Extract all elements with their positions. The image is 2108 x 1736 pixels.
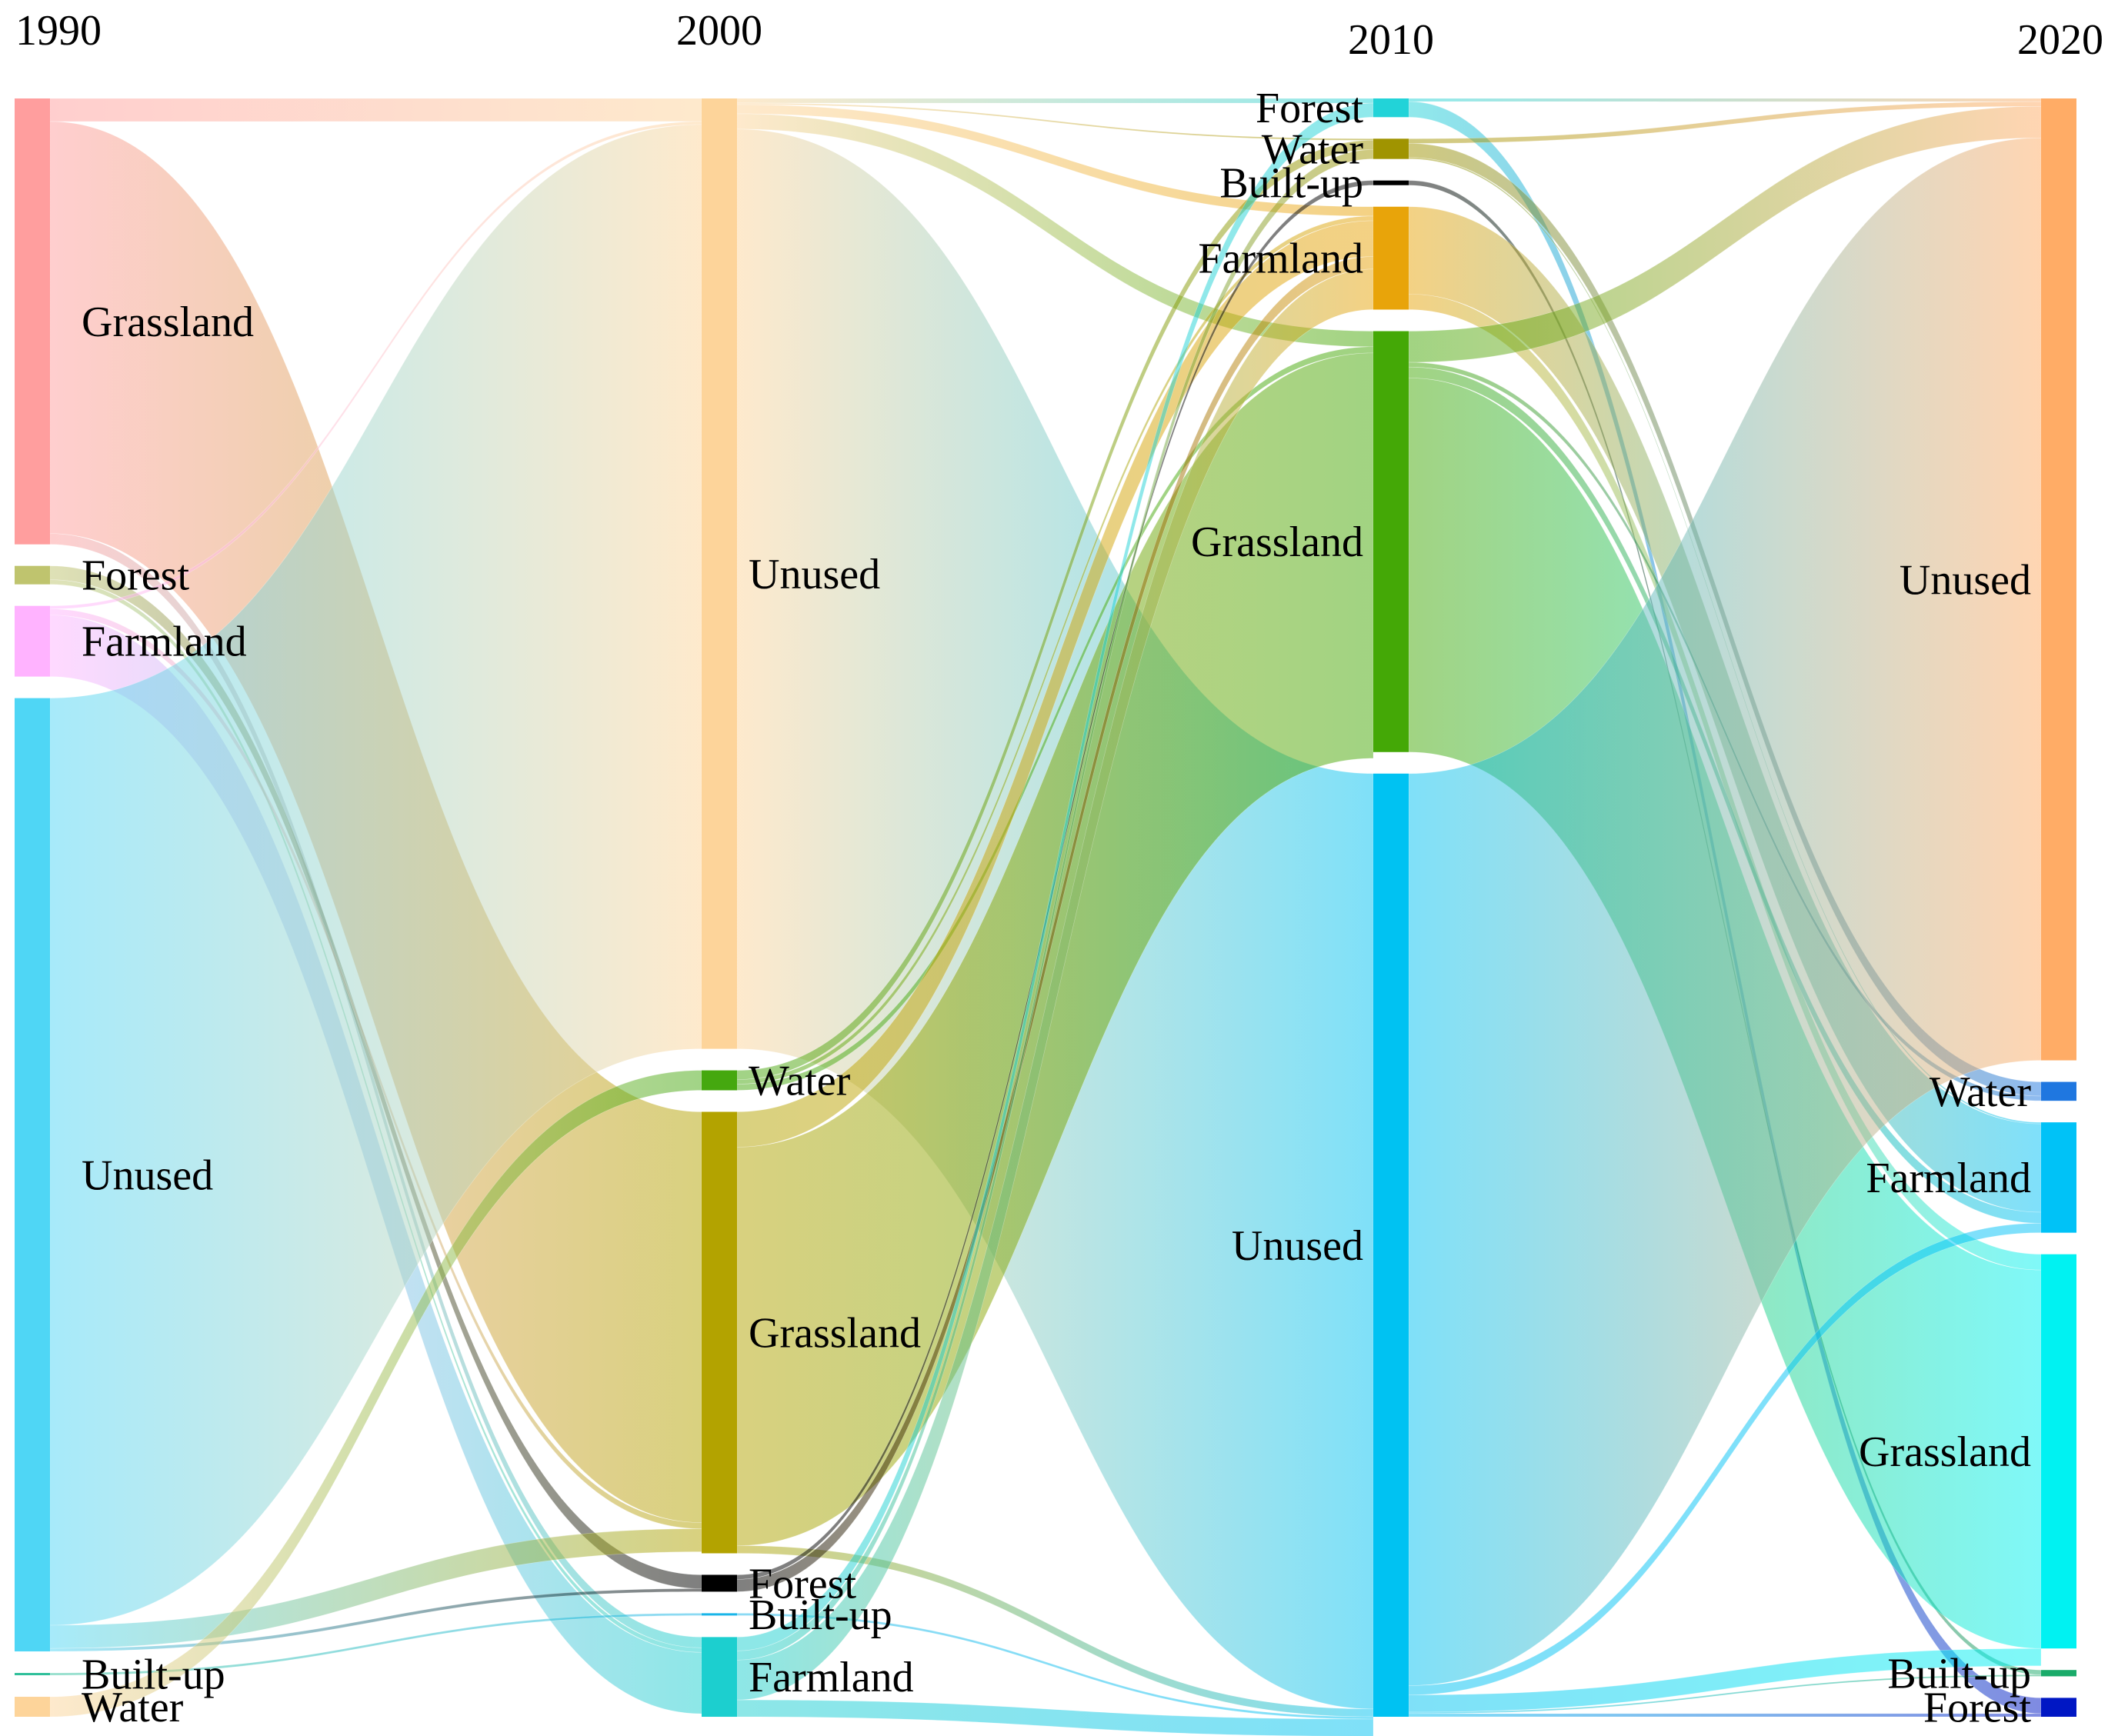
node-label-2000-grassland: Grassland: [749, 1309, 921, 1357]
node-2020-water: [2041, 1081, 2076, 1101]
node-1990-grassland: [15, 98, 50, 545]
node-2000-water: [702, 1070, 737, 1091]
stage-label-1990: 1990: [15, 7, 102, 55]
node-label-2020-grassland: Grassland: [1859, 1428, 2031, 1476]
node-2020-forest: [2041, 1698, 2076, 1717]
node-label-2020-farmland: Farmland: [1866, 1155, 2031, 1202]
node-2010-grassland: [1373, 331, 1409, 752]
node-2010-farmland: [1373, 206, 1409, 310]
node-label-2020-water: Water: [1930, 1068, 2032, 1116]
node-2020-grassland: [2041, 1254, 2076, 1649]
link-1990-unused-to-2000-unused: [49, 124, 702, 1626]
node-2010-unused: [1373, 773, 1409, 1717]
node-label-1990-built-up: Built-up: [82, 1651, 225, 1699]
node-label-2010-forest: Forest: [1256, 85, 1363, 132]
stage-label-2020: 2020: [2017, 16, 2103, 64]
node-label-2020-built-up: Built-up: [1887, 1650, 2031, 1698]
stage-label-2000: 2000: [676, 7, 762, 55]
node-label-2010-grassland: Grassland: [1191, 518, 1363, 566]
node-2010-water: [1373, 138, 1409, 159]
link-2000-farmland-to-2010-unused: [736, 1699, 1374, 1736]
node-2020-unused: [2041, 98, 2076, 1061]
link-2000-farmland-to-2010-forest: [736, 102, 1374, 1651]
node-2010-forest: [1373, 98, 1409, 118]
node-1990-forest: [15, 565, 50, 585]
node-label-1990-forest: Forest: [82, 552, 189, 600]
node-label-2020-forest: Forest: [1923, 1684, 2031, 1732]
node-2000-unused: [702, 98, 737, 1049]
node-label-2000-built-up: Built-up: [749, 1591, 892, 1639]
node-label-1990-grassland: Grassland: [82, 298, 254, 346]
node-label-2010-unused: Unused: [1232, 1222, 1363, 1270]
stage-label-2010: 2010: [1348, 16, 1434, 64]
link-1990-grassland-to-2000-unused: [49, 98, 702, 122]
labels-layer: 1990 2000 2010 2020 Grassland Forest Farmland U…: [15, 7, 2103, 1732]
node-label-2010-farmland: Farmland: [1198, 235, 1363, 283]
node-label-1990-farmland: Farmland: [82, 618, 247, 666]
node-2000-farmland: [702, 1637, 737, 1718]
link-2000-built-up-to-2010-unused: [736, 1613, 1374, 1720]
node-1990-water: [15, 1697, 50, 1718]
node-2000-forest: [702, 1574, 737, 1592]
node-1990-built-up: [15, 1673, 50, 1676]
link-2010-unused-to-2020-grassland: [1408, 1648, 2042, 1713]
node-label-2000-unused: Unused: [749, 551, 880, 598]
node-2010-built-up: [1373, 180, 1409, 185]
node-label-2000-forest: Forest: [749, 1560, 856, 1608]
node-label-2010-water: Water: [1262, 125, 1364, 173]
node-2020-farmland: [2041, 1122, 2076, 1233]
link-2010-forest-to-2020-unused: [1408, 98, 2042, 102]
link-2000-farmland-to-2010-water: [736, 149, 1374, 1661]
node-1990-farmland: [15, 605, 50, 677]
node-2000-grassland: [702, 1111, 737, 1554]
node-label-2010-built-up: Built-up: [1219, 160, 1363, 208]
node-label-1990-water: Water: [82, 1684, 184, 1731]
node-2000-built-up: [702, 1613, 737, 1616]
node-label-2000-water: Water: [749, 1058, 851, 1105]
node-label-2020-unused: Unused: [1900, 556, 2031, 604]
node-1990-unused: [15, 698, 50, 1652]
node-2020-built-up: [2041, 1670, 2076, 1677]
node-label-1990-unused: Unused: [82, 1151, 213, 1199]
link-2010-unused-to-2020-built-up: [1408, 1674, 2042, 1714]
links-layer: [49, 98, 2042, 1736]
nodes-layer: [15, 98, 2076, 1718]
node-label-2000-farmland: Farmland: [749, 1654, 914, 1701]
